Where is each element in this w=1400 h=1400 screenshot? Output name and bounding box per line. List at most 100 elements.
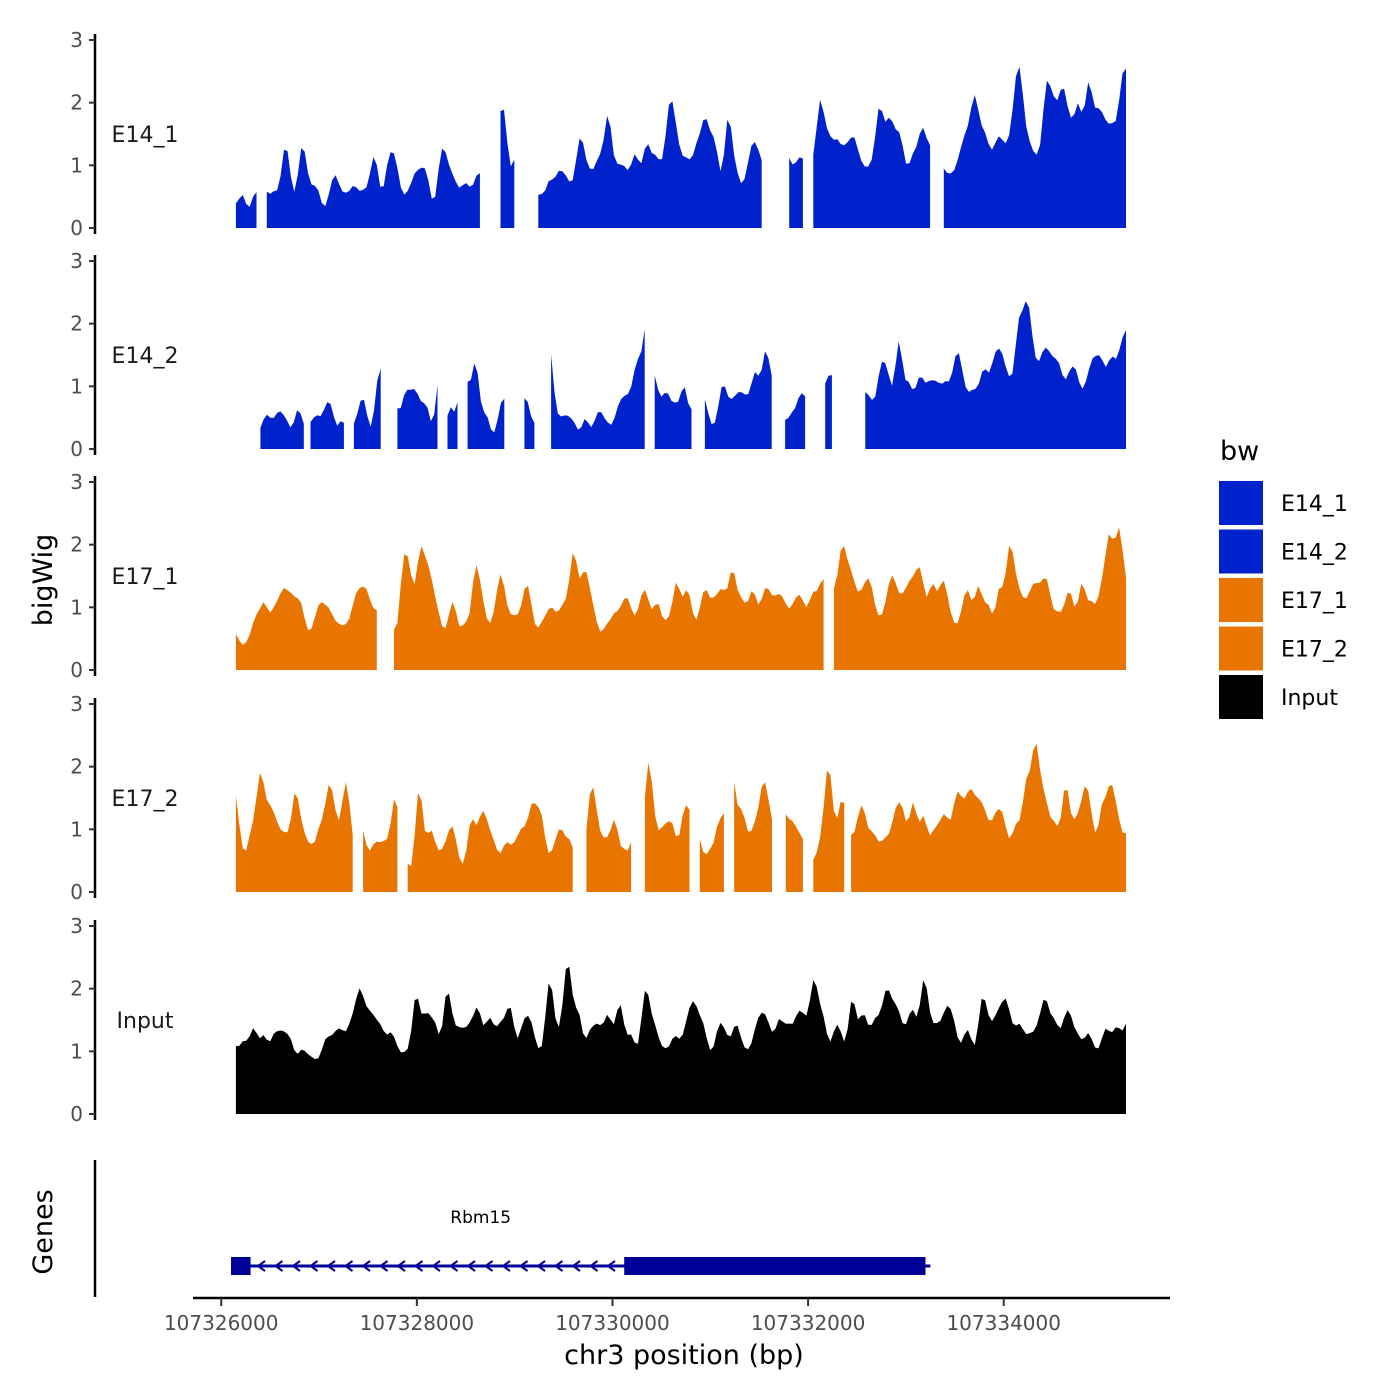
strand-arrow-icon [326, 1260, 336, 1272]
x-tick-label-107330000: 107330000 [555, 1311, 670, 1335]
y-tick-label-Input-2: 2 [70, 977, 83, 1001]
strand-arrow-icon [536, 1260, 546, 1272]
y-tick-label-E14_2-3: 3 [70, 249, 83, 273]
coverage-area-E17_2-6 [734, 781, 772, 892]
y-tick-label-E17_2-0: 0 [70, 880, 83, 904]
strand-arrow-icon [501, 1260, 511, 1272]
coverage-area-E17_2-8 [813, 770, 845, 892]
strand-arrow-icon [448, 1260, 459, 1272]
coverage-area-E17_1-2 [833, 527, 1126, 670]
track-label-E17_2: E17_2 [112, 787, 179, 812]
strand-arrow-icon [396, 1260, 406, 1272]
strand-arrow-icon [588, 1260, 599, 1272]
coverage-area-E14_1-2 [500, 109, 515, 228]
coverage-area-E17_2-0 [235, 772, 353, 892]
y-tick-label-E17_2-2: 2 [70, 755, 83, 779]
strand-arrow-icon [291, 1260, 301, 1272]
y-tick-label-E17_1-2: 2 [70, 533, 83, 557]
x-tick-label-107332000: 107332000 [751, 1311, 866, 1335]
legend: E14_1 E14_2 E17_1 E17_2 Input [1219, 481, 1348, 719]
legend-swatch-E14_2 [1219, 529, 1263, 574]
coverage-area-E14_1-3 [538, 101, 762, 228]
strand-arrow-icon [571, 1260, 581, 1272]
strand-arrow-icon [606, 1260, 616, 1272]
coverage-area-E14_1-1 [266, 148, 480, 228]
track-label-E14_1: E14_1 [112, 123, 179, 148]
coverage-area-E17_2-5 [699, 813, 724, 892]
coverage-area-E17_2-1 [363, 799, 398, 892]
x-tick-label-107326000: 107326000 [164, 1311, 279, 1335]
coverage-area-E17_2-4 [644, 762, 690, 892]
y-tick-label-E14_2-1: 1 [70, 374, 83, 398]
legend-label-Input: Input [1281, 686, 1338, 711]
y-axis-title: bigWig [28, 534, 59, 627]
coverage-area-Input-0 [235, 966, 1126, 1114]
coverage-area-E14_2-7 [551, 329, 645, 449]
coverage-area-E17_2-2 [407, 792, 573, 892]
y-tick-label-Input-1: 1 [70, 1039, 83, 1063]
strand-arrow-icon [361, 1260, 371, 1272]
strand-arrow-icon [553, 1260, 564, 1272]
strand-arrow-icon [466, 1260, 476, 1272]
track-panel-e17-1: 0 1 2 3 E17_1 [70, 470, 1126, 682]
x-tick-label-107334000: 107334000 [946, 1311, 1061, 1335]
y-tick-label-E17_1-1: 1 [70, 595, 83, 619]
coverage-area-E14_2-3 [397, 384, 438, 449]
track-label-E14_2: E14_2 [112, 344, 179, 369]
y-tick-label-E14_2-0: 0 [70, 437, 83, 461]
track-label-E17_1: E17_1 [112, 565, 179, 590]
coverage-area-E17_1-1 [394, 546, 824, 670]
y-tick-label-Input-0: 0 [70, 1102, 83, 1126]
y-tick-label-E17_2-1: 1 [70, 817, 83, 841]
coverage-area-E14_2-8 [654, 375, 692, 449]
legend-label-E17_2: E17_2 [1281, 638, 1348, 663]
coverage-area-E14_2-2 [353, 368, 381, 449]
legend-swatch-Input [1219, 675, 1263, 719]
strand-arrow-icon [378, 1260, 389, 1272]
coverage-area-E14_1-0 [235, 192, 257, 228]
legend-title: bw [1220, 436, 1259, 467]
coverage-area-E14_2-10 [785, 393, 806, 449]
strand-arrow-icon [273, 1260, 284, 1272]
strand-arrow-icon [343, 1260, 354, 1272]
y-tick-label-E14_1-0: 0 [70, 216, 83, 240]
coverage-area-E17_1-0 [235, 586, 377, 670]
strand-arrow-icon [483, 1260, 494, 1272]
legend-label-E14_2: E14_2 [1281, 541, 1348, 566]
strand-arrow-icon [518, 1260, 529, 1272]
coverage-area-E14_2-4 [447, 402, 458, 449]
strand-arrow-icon [256, 1260, 266, 1272]
y-tick-label-E17_1-0: 0 [70, 658, 83, 682]
legend-label-E14_1: E14_1 [1281, 492, 1348, 517]
coverage-area-E14_2-6 [524, 398, 535, 449]
coverage-area-E14_1-4 [789, 157, 803, 228]
track-panel-e17-2: 0 1 2 3 E17_2 [70, 692, 1126, 904]
coverage-area-E17_2-3 [586, 787, 632, 892]
x-axis-title: chr3 position (bp) [564, 1340, 804, 1371]
legend-swatch-E17_1 [1219, 578, 1263, 622]
coverage-area-E14_2-9 [704, 351, 772, 449]
x-tick-label-107328000: 107328000 [360, 1311, 475, 1335]
strand-arrow-icon [431, 1260, 441, 1272]
gene-exon-Rbm15-1 [624, 1257, 926, 1275]
coverage-area-E14_2-11 [825, 375, 832, 449]
track-label-Input: Input [117, 1009, 174, 1034]
coverage-area-E14_2-12 [865, 301, 1126, 449]
genes-track: Rbm15 [93, 1160, 931, 1297]
coverage-area-E14_2-1 [310, 402, 344, 449]
x-axis: 107326000 107328000 107330000 107332000 1073… [164, 1296, 1170, 1335]
y-tick-label-E14_1-1: 1 [70, 153, 83, 177]
track-panel-e14-2: 0 1 2 3 E14_2 [70, 249, 1126, 461]
tracks-group: 0 1 2 3 E14_1 0 1 2 3 E14_2 0 1 2 3 E17_1 0 1 2 3 E17_2 0 1 2 3… [70, 28, 1126, 1126]
legend-swatch-E17_2 [1219, 626, 1263, 671]
y-tick-label-E17_2-3: 3 [70, 692, 83, 716]
coverage-area-E14_1-5 [813, 99, 931, 228]
y-tick-label-E14_1-3: 3 [70, 28, 83, 52]
legend-swatch-E14_1 [1219, 481, 1263, 525]
y-tick-label-Input-3: 3 [70, 914, 83, 938]
coverage-area-E17_2-7 [785, 814, 803, 892]
gene-name-Rbm15: Rbm15 [450, 1208, 511, 1228]
genes-axis-title: Genes [28, 1189, 59, 1274]
legend-label-E17_1: E17_1 [1281, 589, 1348, 614]
